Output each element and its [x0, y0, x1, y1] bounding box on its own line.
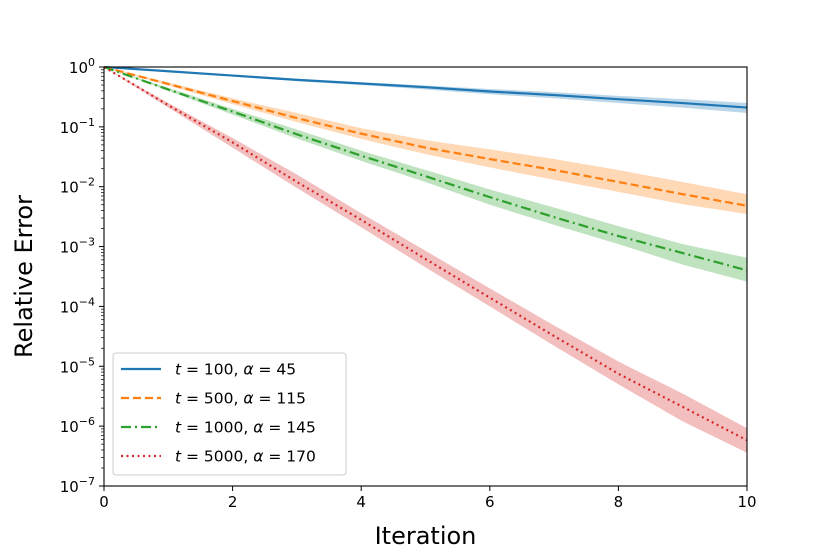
- legend-entry-2: t = 500, α = 115: [175, 390, 306, 408]
- legend: t = 100, α = 45 t = 500, α = 115 t = 1000,…: [112, 352, 347, 476]
- x-tick-label: 2: [228, 493, 238, 511]
- confidence-band-3: [104, 67, 747, 282]
- x-axis-label: Iteration: [375, 522, 477, 550]
- x-tick-label: 0: [99, 493, 109, 511]
- legend-entry-4: t = 5000, α = 170: [175, 448, 316, 466]
- x-tick-label: 4: [356, 493, 366, 511]
- series-line-1: [103, 65, 748, 109]
- x-tick-label: 10: [737, 493, 756, 511]
- y-axis-label: Relative Error: [10, 195, 38, 358]
- x-axis-ticks: 0 2 4 6 8 10: [99, 486, 757, 511]
- y-tick-label: 10−5: [60, 355, 95, 376]
- y-tick-label: 10−3: [60, 236, 95, 257]
- y-tick-label: 100: [69, 56, 95, 77]
- legend-entry-1: t = 100, α = 45: [175, 361, 296, 379]
- y-tick-label: 10−2: [60, 176, 95, 197]
- y-tick-label: 10−4: [60, 295, 95, 316]
- x-tick-label: 8: [614, 493, 624, 511]
- y-tick-label: 10−7: [60, 475, 95, 496]
- legend-entry-3: t = 1000, α = 145: [175, 419, 316, 437]
- series-line-2: [103, 65, 748, 207]
- y-axis-ticks: 100 10−1 10−2 10−3 10−4 10−5 10−6 10−7: [60, 56, 104, 496]
- confidence-band-2: [104, 67, 747, 215]
- series-lines: [103, 65, 748, 442]
- series-line-3: [103, 65, 748, 272]
- series-line-4: [103, 66, 748, 442]
- y-tick-label: 10−6: [60, 415, 95, 436]
- legend-box: [112, 352, 347, 476]
- x-tick-label: 6: [485, 493, 495, 511]
- plot-frame: [103, 66, 748, 487]
- y-tick-label: 10−1: [60, 116, 95, 137]
